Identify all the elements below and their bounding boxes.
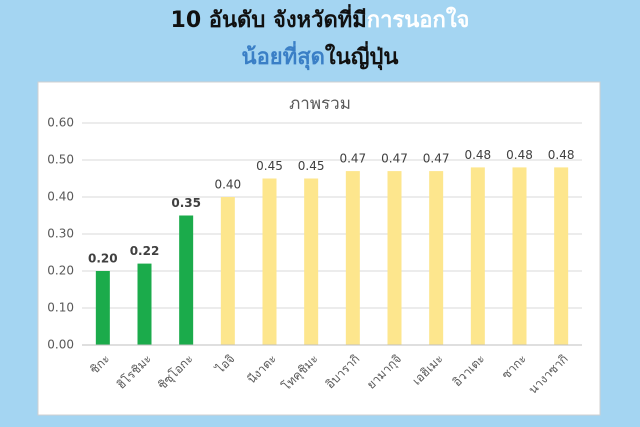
bar [512,167,527,345]
bar [345,171,360,345]
value-label: 0.45 [256,159,283,173]
y-tick-label: 0.50 [47,153,74,167]
y-tick-label: 0.30 [47,227,74,241]
headline-highlight: การนอกใจ [367,6,470,33]
value-label: 0.48 [464,148,491,162]
value-label: 0.48 [548,148,575,162]
headline-text: 10 อันดับ จังหวัดที่มี [171,3,367,33]
chart-panel [37,81,601,416]
bar [262,178,277,345]
headline-text: ในญี่ปุ่น [325,40,399,71]
y-tick-label: 0.10 [47,301,74,315]
y-tick-label: 0.20 [47,264,74,278]
value-label: 0.20 [88,252,118,266]
value-label: 0.48 [506,148,533,162]
value-label: 0.35 [171,196,201,210]
y-tick-label: 0.00 [47,338,74,352]
value-label: 0.47 [339,152,366,166]
bar [470,167,485,345]
value-label: 0.40 [214,178,241,192]
bar [95,271,110,345]
bar [137,263,152,345]
headline-line2: น้อยที่สุดในญี่ปุ่น [242,40,399,71]
value-label: 0.47 [381,152,408,166]
chart-title: ภาพรวม [289,94,351,114]
bar [304,178,319,345]
value-label: 0.47 [423,152,450,166]
bar [554,167,569,345]
value-label: 0.22 [130,244,160,258]
bar [220,197,235,345]
y-tick-label: 0.40 [47,190,74,204]
bar [179,215,194,345]
headline-highlight: น้อยที่สุด [242,40,325,71]
bar [387,171,402,345]
bar [429,171,444,345]
value-label: 0.45 [298,159,325,173]
y-tick-label: 0.60 [47,116,74,130]
headline-line1: 10 อันดับ จังหวัดที่มีการนอกใจ [171,3,470,33]
